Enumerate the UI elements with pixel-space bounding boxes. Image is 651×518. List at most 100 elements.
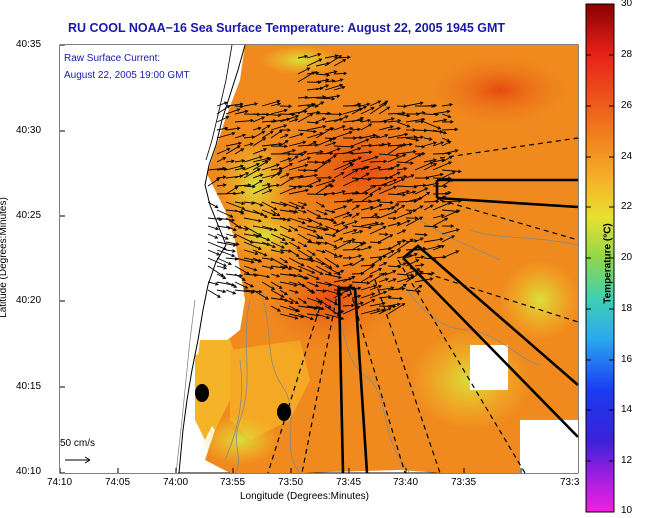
current-vector <box>270 289 284 298</box>
y-axis-label: Latitude (Degrees:Minutes) <box>0 197 9 318</box>
current-vector <box>252 160 269 171</box>
current-vector-head <box>333 70 338 74</box>
current-vector-head <box>320 306 325 311</box>
current-vector-head <box>266 274 271 279</box>
current-vector <box>234 110 248 115</box>
current-vector-head <box>231 159 235 164</box>
current-vector <box>342 127 353 131</box>
current-vector-head <box>393 210 398 214</box>
current-vector-head <box>339 78 344 82</box>
current-vector-head <box>420 255 425 259</box>
current-vector <box>387 303 405 315</box>
current-vector <box>306 121 319 124</box>
current-vector <box>288 209 298 213</box>
current-vector <box>369 255 386 259</box>
current-vector-head <box>222 175 227 179</box>
current-vector-head <box>331 96 336 101</box>
current-vector-head <box>390 117 395 121</box>
current-vector-head <box>357 247 362 252</box>
current-vector <box>387 222 401 227</box>
current-vector-head <box>456 209 461 213</box>
current-vector-head <box>311 71 316 75</box>
current-vector <box>405 191 416 195</box>
current-vector <box>306 305 322 309</box>
current-vector <box>279 134 288 139</box>
current-vector-head <box>317 214 322 218</box>
current-vector-head <box>322 160 326 165</box>
current-vector <box>423 121 441 130</box>
current-vector <box>279 163 293 171</box>
current-vector-head <box>293 283 298 287</box>
current-vector <box>216 168 227 171</box>
current-vector <box>234 273 246 281</box>
current-vector <box>243 281 254 288</box>
current-vector-head <box>330 217 335 222</box>
current-vector <box>360 206 374 211</box>
current-vector <box>225 186 238 195</box>
current-vector <box>306 313 319 317</box>
current-vector <box>252 185 271 195</box>
current-vector <box>270 305 281 312</box>
current-vector-head <box>273 206 278 211</box>
current-vector-head <box>370 205 375 210</box>
current-vector-head <box>233 234 238 238</box>
current-vector <box>225 108 240 115</box>
current-vector-head <box>384 272 389 276</box>
current-vector-head <box>264 214 268 218</box>
current-vector-head <box>325 78 330 82</box>
current-vector <box>270 233 286 241</box>
current-vector <box>342 220 358 227</box>
current-vector <box>261 257 274 261</box>
current-vector-head <box>300 132 304 137</box>
current-vector-head <box>232 249 236 253</box>
current-vector <box>216 116 229 123</box>
current-vector <box>324 55 342 67</box>
current-vector <box>333 205 347 211</box>
current-vector-head <box>338 55 343 59</box>
current-vector <box>369 160 387 163</box>
current-vector <box>414 112 425 115</box>
current-vector-head <box>447 201 452 206</box>
current-vector <box>405 174 414 179</box>
current-vector-head <box>341 85 346 90</box>
current-vector-head <box>335 264 340 268</box>
current-vector-head <box>231 218 236 222</box>
current-vector-head <box>401 111 406 115</box>
current-vector <box>315 138 333 147</box>
current-vector-head <box>419 270 424 275</box>
current-vector <box>207 241 227 250</box>
current-vector-head <box>371 298 376 303</box>
current-vector <box>396 238 414 251</box>
current-vector <box>351 138 369 147</box>
current-vector-head <box>224 126 229 131</box>
current-vector <box>261 157 271 163</box>
current-vector-head <box>386 106 391 110</box>
y-tick-label: 40:20 <box>16 295 42 306</box>
current-vector <box>396 143 413 147</box>
x-tick-label: 73:35 <box>451 477 477 488</box>
current-vector-head <box>454 127 459 132</box>
current-vector-head <box>378 187 382 191</box>
current-vector-head <box>342 58 347 63</box>
current-vector <box>324 70 337 75</box>
current-vector-head <box>403 283 407 288</box>
current-vector-head <box>228 261 232 266</box>
current-vector-head <box>426 191 431 196</box>
current-vector <box>216 289 226 293</box>
current-vector-head <box>395 153 400 158</box>
current-vector <box>270 201 287 206</box>
current-vector <box>216 148 230 155</box>
current-vector <box>306 125 326 131</box>
current-vector <box>324 241 337 248</box>
current-vector <box>324 225 340 232</box>
current-vector <box>369 143 385 147</box>
current-vector-head <box>458 199 462 203</box>
current-vector-head <box>429 204 434 208</box>
current-vector <box>378 153 399 157</box>
current-vector <box>423 257 436 260</box>
current-vector-head <box>416 112 420 116</box>
current-vector <box>378 305 396 307</box>
current-vector-head <box>376 135 380 139</box>
current-vector <box>234 265 250 275</box>
current-vector-head <box>214 204 219 209</box>
